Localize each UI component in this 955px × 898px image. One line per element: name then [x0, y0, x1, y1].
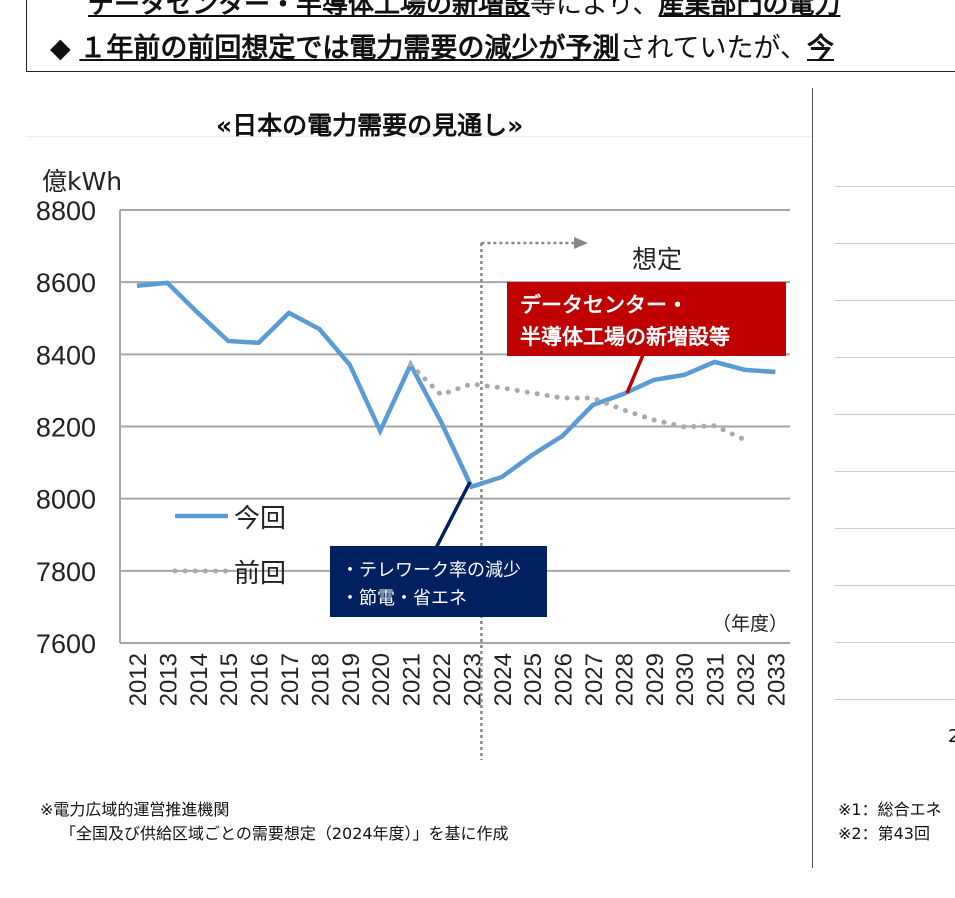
right-panel-gridline	[835, 414, 955, 415]
legend-current-label: 今回	[234, 504, 286, 534]
right-panel-gridline	[835, 186, 955, 187]
series-line-current	[136, 280, 776, 490]
right-panel-gridline	[835, 300, 955, 301]
y-tick-label: 8400	[36, 340, 96, 370]
x-tick-label: 2024	[490, 653, 517, 706]
x-tick-label: 2026	[551, 653, 578, 706]
forecast-arrow-head-icon	[574, 237, 588, 249]
chart-background	[26, 136, 812, 767]
right-axis-fragment: 2	[948, 726, 955, 747]
y-tick-label: 7800	[36, 557, 96, 587]
right-panel-gridline	[835, 528, 955, 529]
right-panel-gridline	[835, 357, 955, 358]
diamond-bullet-icon: ◆	[50, 33, 71, 64]
annotation-text: ・節電・省エネ	[341, 588, 467, 609]
x-tick-label: 2016	[247, 653, 274, 706]
summary-line-1: データセンター・半導体工場の新増設等により、産業部門の電力	[88, 0, 841, 20]
footnote-right-1: ※1：総合エネ	[838, 800, 942, 819]
footnote-source: ※電力広域的運営推進機関	[40, 800, 230, 819]
annotation-text: ・テレワーク率の減少	[341, 560, 521, 581]
x-tick-label: 2029	[642, 653, 669, 706]
legend-previous-label: 前回	[234, 559, 286, 589]
x-tick-label: 2033	[763, 653, 790, 706]
x-tick-label: 2023	[459, 653, 486, 706]
right-panel-gridline	[835, 471, 955, 472]
annotation-text: 半導体工場の新増設等	[520, 325, 730, 349]
x-tick-label: 2021	[399, 653, 426, 706]
x-tick-label: 2018	[307, 653, 334, 706]
y-tick-label: 8200	[36, 413, 96, 443]
x-tick-label: 2028	[611, 653, 638, 706]
x-axis-unit: （年度）	[712, 613, 788, 635]
x-tick-label: 2027	[581, 653, 608, 706]
footnote-source-detail: 「全国及び供給区域ごとの需要想定（2024年度）」を基に作成	[60, 824, 509, 843]
y-tick-label: 8600	[36, 268, 96, 298]
summary-box	[26, 0, 955, 72]
forecast-label: 想定	[632, 245, 682, 274]
x-tick-label: 2015	[216, 653, 243, 706]
x-tick-label: 2022	[429, 653, 456, 706]
x-tick-label: 2020	[368, 653, 395, 706]
annotation-leader-datacenter	[625, 354, 645, 394]
y-axis-label: 億kWh	[42, 167, 122, 196]
y-tick-label: 8000	[36, 485, 96, 515]
x-tick-label: 2012	[125, 653, 152, 706]
annotation-box-datacenter	[507, 282, 786, 356]
x-tick-label: 2031	[703, 653, 730, 706]
x-tick-label: 2019	[338, 653, 365, 706]
series-line-previous	[408, 362, 748, 443]
x-tick-label: 2032	[733, 653, 760, 706]
right-panel-gridline	[835, 243, 955, 244]
x-tick-label: 2025	[520, 653, 547, 706]
x-tick-label: 2013	[155, 653, 182, 706]
annotation-leader-telework	[434, 481, 472, 549]
summary-line-2: ◆ １年前の前回想定では電力需要の減少が予測されていたが、今	[50, 33, 835, 64]
right-panel-gridline	[835, 642, 955, 643]
footnote-right-2: ※2：第43回	[838, 824, 930, 843]
annotation-text: データセンター・	[520, 293, 688, 317]
y-tick-label: 8800	[36, 196, 96, 226]
right-panel-gridline	[835, 585, 955, 586]
x-tick-label: 2017	[277, 653, 304, 706]
x-tick-label: 2014	[186, 653, 213, 706]
right-panel-gridline	[835, 699, 955, 700]
panel-divider	[812, 88, 813, 868]
chart-title: «日本の電力需要の見通し»	[216, 111, 524, 140]
annotation-box-telework	[330, 546, 547, 617]
x-tick-label: 2030	[672, 653, 699, 706]
y-tick-label: 7600	[36, 629, 96, 659]
